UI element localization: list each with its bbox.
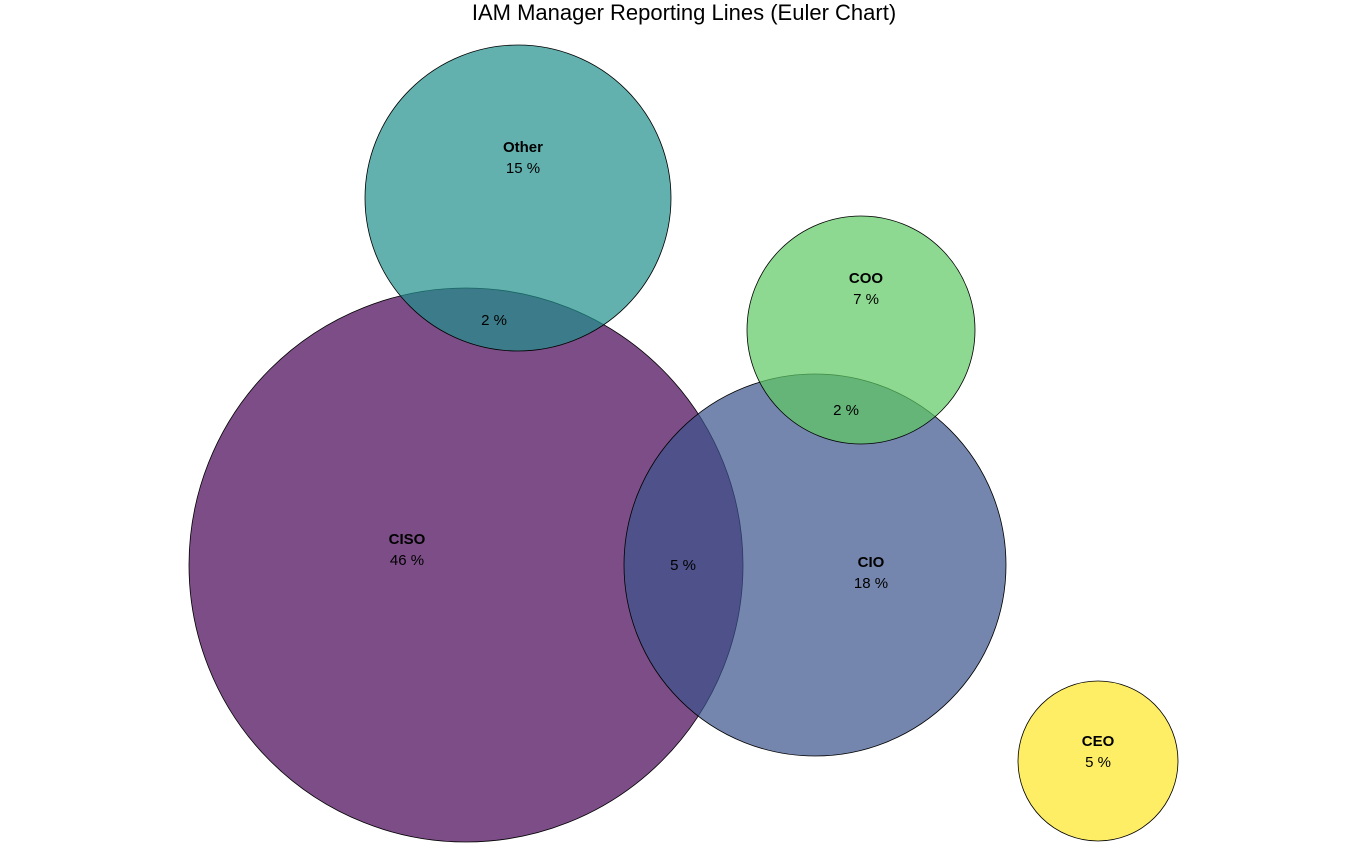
euler-set-ceo-name: CEO	[1082, 733, 1115, 750]
euler-set-other-value: 15 %	[506, 160, 540, 177]
euler-set-cio-name: CIO	[858, 554, 885, 571]
euler-set-ceo-circle	[1017, 680, 1179, 842]
euler-set-coo-name: COO	[849, 270, 884, 287]
euler-set-other-name: Other	[503, 139, 543, 156]
euler-set-ciso-name: CISO	[389, 531, 426, 548]
euler-set-coo-value: 7 %	[853, 291, 879, 308]
euler-overlap-other-ciso-value: 2 %	[481, 312, 507, 329]
euler-set-ciso-value: 46 %	[390, 552, 424, 569]
euler-overlap-coo-cio-value: 2 %	[833, 402, 859, 419]
euler-overlap-ciso-cio-value: 5 %	[670, 557, 696, 574]
euler-set-coo-circle	[746, 215, 976, 445]
euler-set-cio-value: 18 %	[854, 575, 888, 592]
chart-title: IAM Manager Reporting Lines (Euler Chart…	[471, 0, 897, 25]
euler-set-other-circle	[364, 44, 672, 352]
euler-set-ceo-value: 5 %	[1085, 754, 1111, 771]
